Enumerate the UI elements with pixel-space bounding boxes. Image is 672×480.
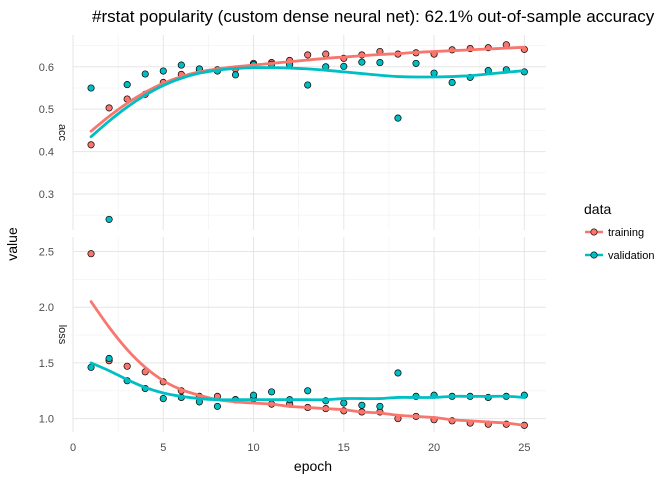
- legend-point-validation: [590, 251, 598, 259]
- y-tick-label-loss: 2.0: [39, 302, 54, 314]
- y-tick-label-loss: 2.5: [39, 246, 54, 258]
- x-tick-label: 25: [518, 442, 530, 454]
- point-acc-validation-2: [105, 215, 113, 223]
- point-loss-validation-17: [376, 402, 384, 410]
- point-loss-validation-18: [394, 369, 402, 377]
- point-acc-training-13: [304, 51, 312, 59]
- x-tick-label: 10: [247, 442, 259, 454]
- legend: data training validation: [584, 201, 654, 262]
- point-acc-validation-20: [430, 69, 438, 77]
- smooth-line-acc-training: [89, 45, 526, 133]
- point-loss-validation-8: [213, 402, 221, 410]
- y-axis-title: value: [4, 227, 20, 261]
- panel-acc: 0.3 0.4 0.5 0.6 acc: [39, 35, 546, 230]
- y-tick-label-acc: 0.5: [39, 104, 54, 116]
- legend-item-validation: validation: [585, 250, 654, 262]
- legend-item-training: training: [585, 227, 644, 239]
- x-tick-label: 20: [428, 442, 440, 454]
- point-acc-validation-6: [177, 61, 185, 69]
- x-tick-label: 5: [160, 442, 166, 454]
- legend-title: data: [584, 201, 611, 217]
- chart-panels: 0.3 0.4 0.5 0.6 acc 1.0 1.5 2.0 2.5 loss 0 5 10 15 20 2…: [39, 35, 546, 454]
- point-loss-validation-13: [304, 387, 312, 395]
- point-acc-validation-3: [123, 81, 131, 89]
- point-acc-validation-5: [159, 67, 167, 75]
- point-acc-validation-16: [358, 58, 366, 66]
- y-tick-label-loss: 1.5: [39, 358, 54, 370]
- point-loss-training-3: [123, 362, 131, 370]
- x-axis-title: epoch: [294, 458, 332, 474]
- point-acc-training-1: [87, 141, 95, 149]
- legend-point-training: [590, 228, 598, 236]
- strip-label-loss: loss: [56, 325, 68, 345]
- x-tick-label: 15: [338, 442, 350, 454]
- point-acc-training-14: [322, 50, 330, 58]
- y-tick-label-acc: 0.4: [39, 147, 54, 159]
- point-acc-validation-19: [412, 59, 420, 67]
- strip-label-acc: acc: [56, 124, 68, 142]
- point-acc-validation-18: [394, 114, 402, 122]
- point-acc-validation-15: [340, 62, 348, 70]
- point-loss-validation-15: [340, 399, 348, 407]
- x-tick-label: 0: [70, 442, 76, 454]
- point-acc-validation-21: [448, 78, 456, 87]
- legend-label-validation: validation: [608, 250, 654, 262]
- point-loss-validation-11: [268, 388, 276, 396]
- point-acc-validation-1: [87, 84, 95, 92]
- smooth-line-loss-training: [89, 300, 526, 427]
- y-tick-label-acc: 0.6: [39, 62, 54, 74]
- y-tick-label-acc: 0.3: [39, 189, 54, 201]
- panel-loss: 1.0 1.5 2.0 2.5 loss: [39, 237, 546, 432]
- point-acc-validation-9: [231, 71, 240, 79]
- point-loss-validation-10: [249, 391, 258, 399]
- y-tick-label-loss: 1.0: [39, 414, 54, 426]
- point-acc-validation-4: [141, 70, 149, 78]
- point-loss-training-1: [87, 250, 95, 258]
- legend-label-training: training: [608, 227, 644, 239]
- point-acc-validation-13: [304, 81, 312, 89]
- point-loss-validation-16: [358, 401, 366, 409]
- point-acc-training-2: [105, 104, 113, 112]
- point-acc-validation-17: [376, 59, 384, 67]
- smooth-line-acc-validation: [89, 66, 526, 139]
- point-loss-validation-5: [159, 395, 167, 403]
- chart-title: #rstat popularity (custom dense neural n…: [92, 7, 655, 26]
- smooth-line-loss-validation: [89, 361, 526, 402]
- point-loss-validation-2: [105, 354, 113, 363]
